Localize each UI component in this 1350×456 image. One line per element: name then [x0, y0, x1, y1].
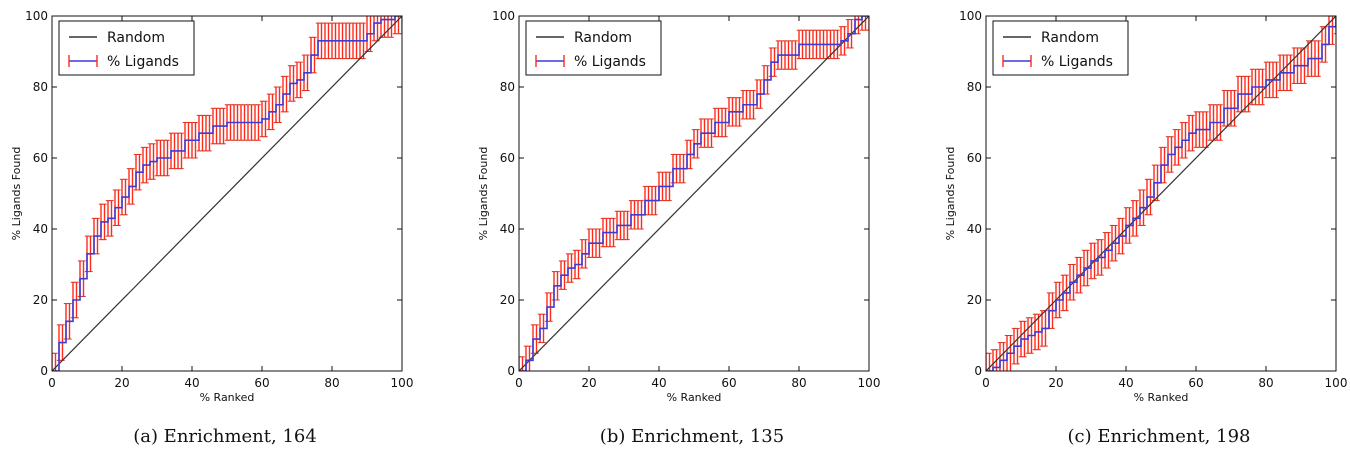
chart-caption-a: (a) Enrichment, 164 [133, 426, 317, 447]
y-axis-label: % Ligands Found [944, 147, 957, 241]
enrichment-chart-a: 0 20 40 60 80 100 0 20 40 60 80 100 % Ranked % Ligand… [10, 9, 414, 404]
legend-ligands-label: % Ligands [1041, 54, 1113, 70]
y-tick-label: 20 [967, 293, 982, 307]
legend-box [525, 20, 662, 76]
chart-caption-c: (c) Enrichment, 198 [1067, 426, 1251, 447]
x-axis-label: % Ranked [1134, 391, 1189, 404]
legend-ligands-label: % Ligands [107, 54, 179, 70]
x-axis-label: % Ranked [667, 391, 722, 404]
plot-area [986, 16, 1336, 371]
y-tick-label: 0 [507, 364, 515, 378]
x-tick-label: 0 [982, 376, 990, 390]
legend: Random % Ligands [58, 20, 195, 76]
x-tick-label: 60 [254, 376, 269, 390]
y-tick-label: 0 [40, 364, 48, 378]
x-tick-label: 60 [721, 376, 736, 390]
x-tick-label: 20 [114, 376, 129, 390]
x-tick-label: 0 [48, 376, 56, 390]
random-line [519, 16, 869, 371]
x-tick-label: 100 [858, 376, 881, 390]
ligands-line [986, 16, 1336, 371]
x-tick-label: 0 [515, 376, 523, 390]
ligands-line [52, 16, 402, 371]
plot-area [52, 16, 402, 371]
y-tick-label: 80 [500, 80, 515, 94]
axes-frame [518, 15, 870, 372]
y-tick-label: 60 [33, 151, 48, 165]
axes-frame [51, 15, 403, 372]
legend: Random % Ligands [525, 20, 662, 76]
legend-random-label: Random [1041, 30, 1099, 46]
x-tick-label: 80 [324, 376, 339, 390]
legend-random-label: Random [574, 30, 632, 46]
legend-box [992, 20, 1129, 76]
x-tick-label: 60 [1188, 376, 1203, 390]
axes-frame [985, 15, 1337, 372]
x-tick-label: 100 [391, 376, 414, 390]
y-tick-label: 80 [33, 80, 48, 94]
x-tick-label: 40 [651, 376, 666, 390]
x-tick-label: 80 [791, 376, 806, 390]
x-tick-label: 20 [1048, 376, 1063, 390]
y-tick-label: 40 [33, 222, 48, 236]
legend-ligands-label: % Ligands [574, 54, 646, 70]
chart-panel-c: 0 20 40 60 80 100 0 20 40 60 80 100 % Ranked % Ligand… [934, 0, 1350, 456]
y-tick-label: 20 [500, 293, 515, 307]
y-tick-label: 100 [25, 9, 48, 23]
x-tick-label: 40 [1118, 376, 1133, 390]
chart-panel-b: 0 20 40 60 80 100 0 20 40 60 80 100 % Ranked % Ligand… [467, 0, 917, 456]
y-tick-label: 80 [967, 80, 982, 94]
y-tick-label: 60 [500, 151, 515, 165]
y-tick-label: 60 [967, 151, 982, 165]
y-tick-label: 0 [974, 364, 982, 378]
enrichment-chart-b: 0 20 40 60 80 100 0 20 40 60 80 100 % Ranked % Ligand… [477, 9, 881, 404]
y-tick-label: 20 [33, 293, 48, 307]
y-tick-label: 100 [492, 9, 515, 23]
y-tick-label: 40 [500, 222, 515, 236]
y-tick-label: 100 [959, 9, 982, 23]
chart-caption-b: (b) Enrichment, 135 [599, 426, 785, 447]
x-tick-label: 40 [184, 376, 199, 390]
plot-area [519, 16, 869, 371]
x-tick-label: 80 [1258, 376, 1273, 390]
y-axis-label: % Ligands Found [477, 147, 490, 241]
x-axis-label: % Ranked [200, 391, 255, 404]
y-axis-label: % Ligands Found [10, 147, 23, 241]
legend-ligands-swatch [535, 55, 565, 67]
legend-ligands-swatch [68, 55, 98, 67]
legend-box [58, 20, 195, 76]
x-tick-label: 20 [581, 376, 596, 390]
legend: Random % Ligands [992, 20, 1129, 76]
chart-panel-a: 0 20 40 60 80 100 0 20 40 60 80 100 % Ranked % Ligand… [0, 0, 450, 456]
y-tick-label: 40 [967, 222, 982, 236]
ligands-line [519, 16, 869, 371]
random-line [986, 16, 1336, 371]
legend-ligands-swatch [1002, 55, 1032, 67]
legend-random-label: Random [107, 30, 165, 46]
x-tick-label: 100 [1325, 376, 1348, 390]
enrichment-chart-c: 0 20 40 60 80 100 0 20 40 60 80 100 % Ranked % Ligand… [944, 9, 1348, 404]
random-line [52, 16, 402, 371]
